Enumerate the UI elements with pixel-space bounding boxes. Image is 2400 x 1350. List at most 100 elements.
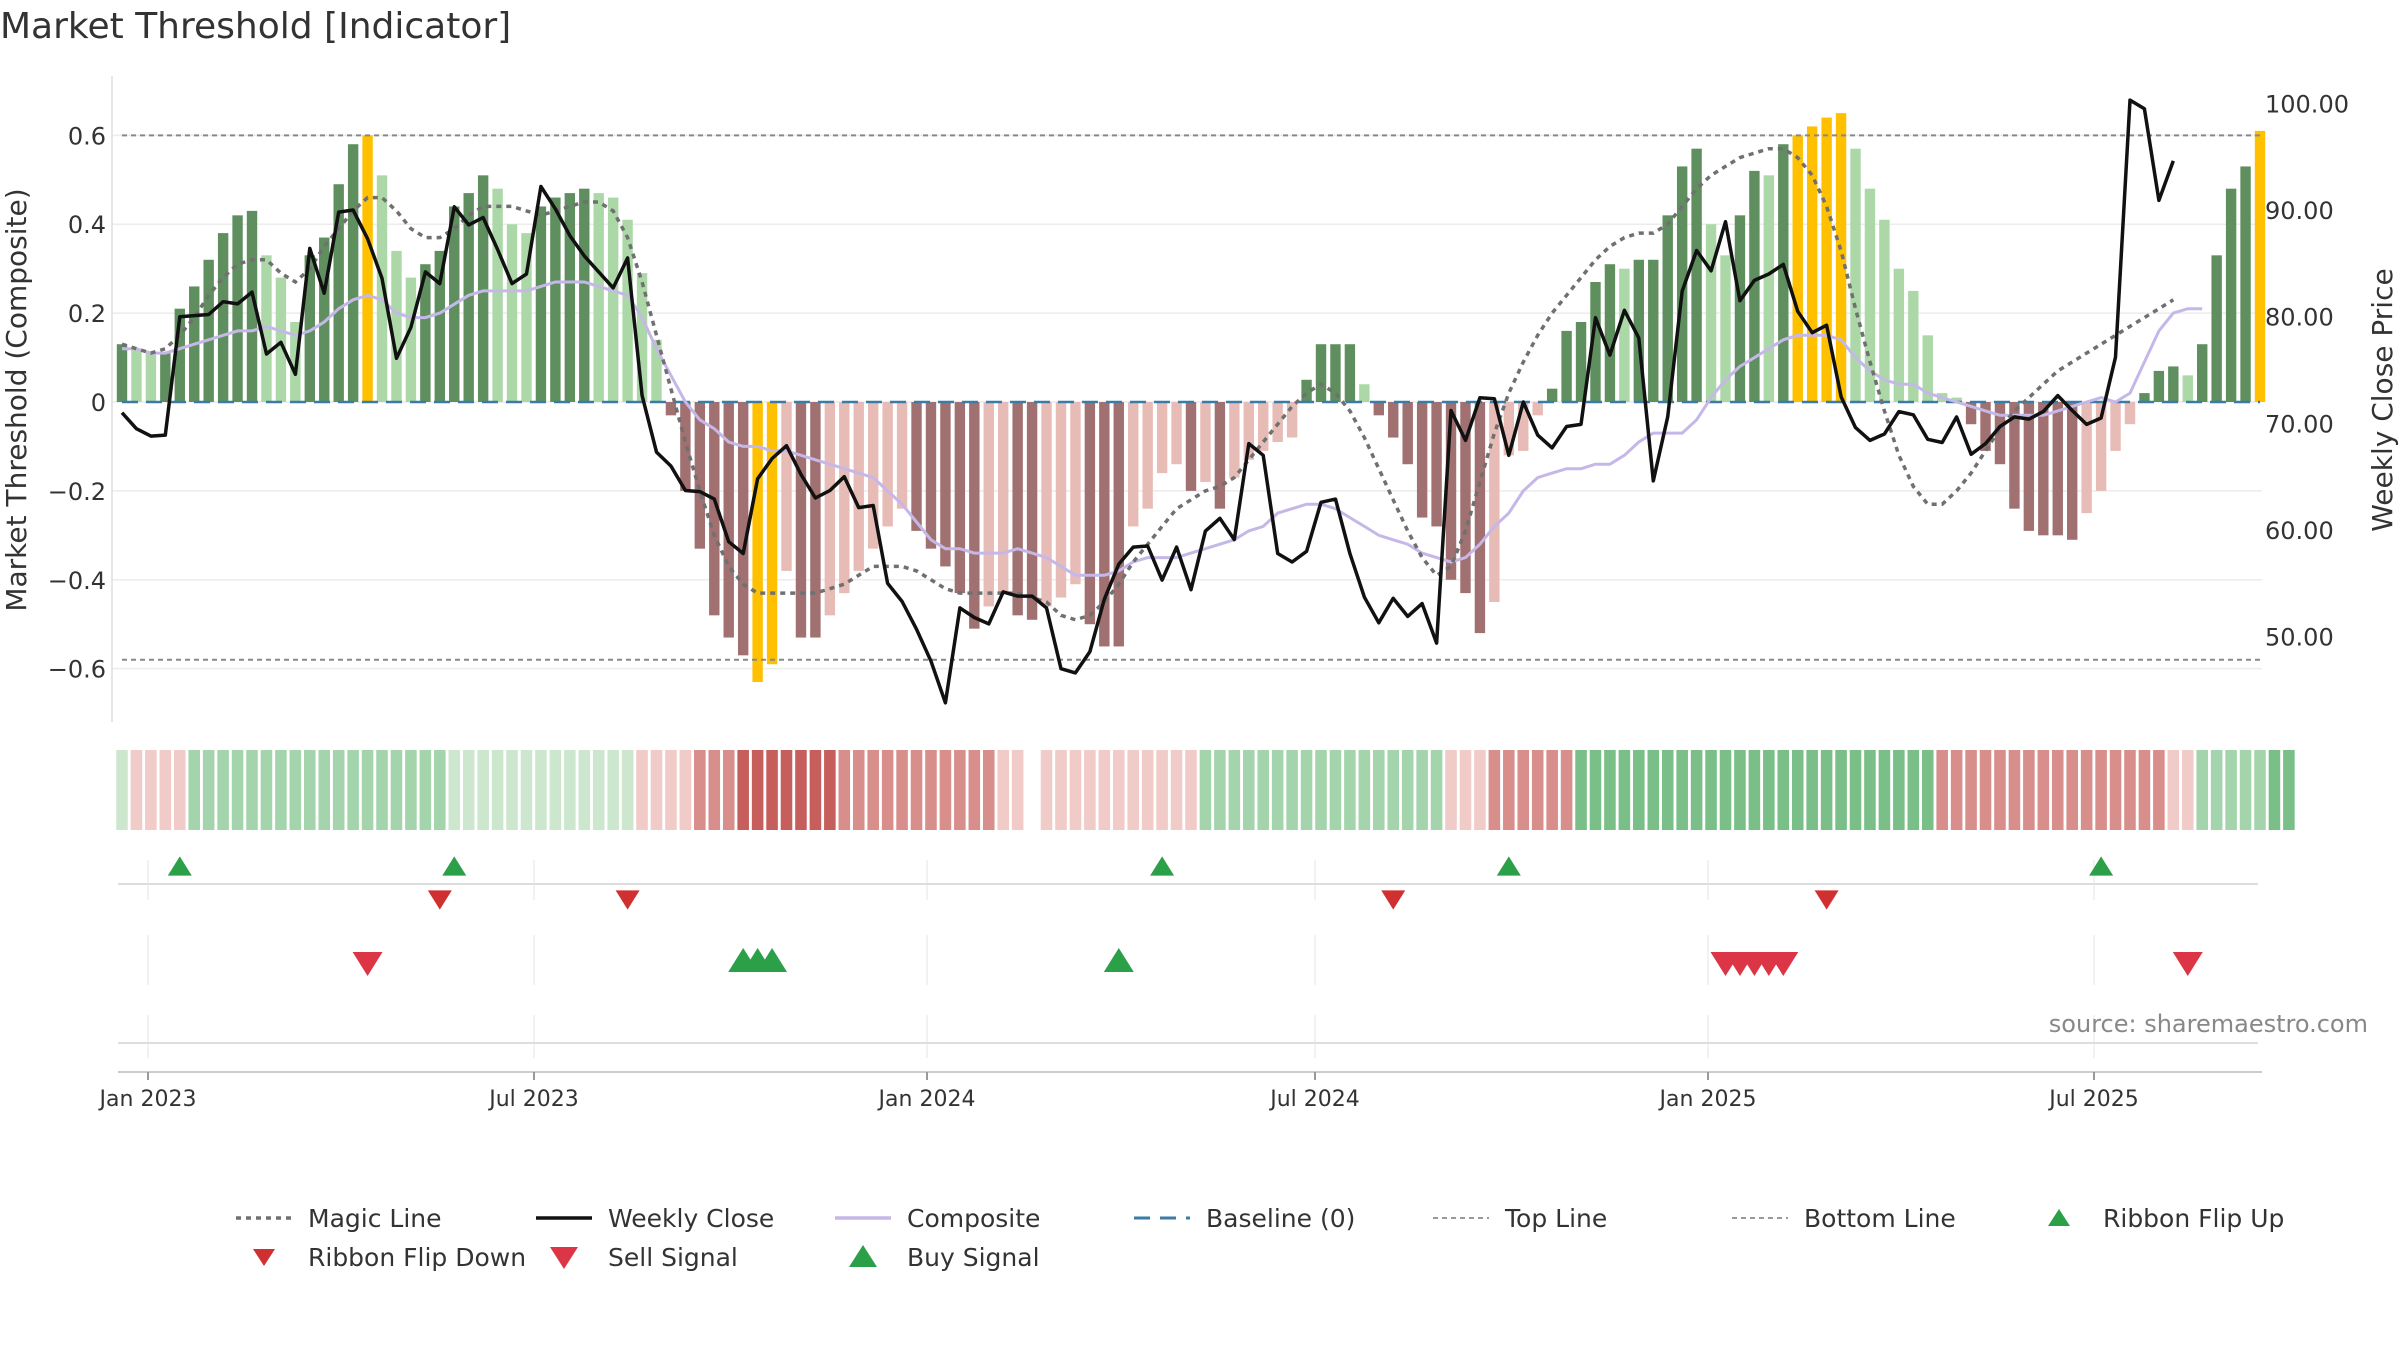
ribbon-cell: [419, 750, 432, 830]
composite-bar: [1821, 117, 1832, 403]
composite-bar: [2240, 166, 2251, 402]
ribbon-cell: [260, 750, 273, 830]
composite-bar: [925, 402, 937, 549]
ribbon-cell: [1676, 750, 1688, 830]
composite-bar: [362, 135, 373, 403]
ribbon-cell: [939, 750, 952, 830]
composite-bar: [405, 277, 417, 402]
ribbon-cell: [130, 750, 143, 830]
composite-bar: [607, 197, 619, 402]
composite-bar: [463, 193, 474, 402]
ribbon-cell: [795, 750, 807, 830]
composite-bar: [1489, 402, 1500, 602]
buy-signal-marker: [1103, 948, 1134, 972]
composite-bar: [1185, 402, 1197, 491]
ribbon-cell: [2153, 750, 2165, 830]
ribbon-cell: [1835, 750, 1847, 830]
source-note: source: sharemaestro.com: [2048, 1010, 2368, 1038]
ribbon-cell: [867, 750, 879, 830]
composite-bar: [1156, 402, 1168, 474]
composite-bar: [911, 402, 922, 531]
ribbon-cell: [2225, 750, 2237, 830]
ribbon-cell: [1474, 750, 1486, 830]
composite-bar: [636, 273, 648, 402]
ribbon-cell: [1040, 750, 1053, 830]
ribbon-cell: [1517, 750, 1530, 830]
composite-bar: [506, 224, 518, 402]
composite-bar: [160, 353, 171, 402]
legend-item: Composite: [835, 1204, 1040, 1233]
ribbon-cell: [361, 750, 374, 830]
legend-item: Magic Line: [236, 1204, 442, 1233]
composite-bar: [1084, 402, 1096, 625]
composite-bar: [261, 255, 272, 402]
ribbon-cell: [506, 750, 518, 830]
composite-bar: [2009, 402, 2020, 509]
ribbon-cell: [376, 750, 388, 830]
ribbon-cell: [2124, 750, 2136, 830]
composite-bar: [680, 402, 691, 491]
composite-bar: [1749, 170, 1760, 402]
composite-bar: [781, 402, 792, 571]
legend-item: Bottom Line: [1732, 1204, 1956, 1233]
composite-bar: [1055, 402, 1067, 598]
ribbon-cell: [1503, 750, 1515, 830]
ribbon-cell: [2037, 750, 2050, 830]
ribbon-cell: [1271, 750, 1284, 830]
composite-bar: [882, 402, 893, 527]
composite-bar: [1474, 402, 1486, 634]
composite-bar: [1633, 259, 1645, 402]
ribbon-cell: [1546, 750, 1558, 830]
y-tick-label-left: −0.6: [48, 656, 106, 684]
ribbon-cell: [1257, 750, 1270, 830]
ribbon-cell: [780, 750, 793, 830]
ribbon-cell: [564, 750, 576, 830]
composite-bar: [1619, 268, 1630, 402]
ribbon-cell: [1820, 750, 1833, 830]
legend-label: Baseline (0): [1206, 1204, 1355, 1233]
ribbon-cell: [1069, 750, 1082, 830]
ribbon-flip-down-marker: [1814, 890, 1839, 910]
ribbon-cell: [1661, 750, 1674, 830]
composite-bar: [246, 210, 258, 402]
ribbon-cell: [1618, 750, 1631, 830]
legend: Magic Line Weekly Close Composite Baseline …: [236, 1204, 2284, 1272]
composite-bar: [116, 344, 128, 402]
x-tick-label: Jul 2025: [2047, 1087, 2139, 1112]
ribbon-cell: [1329, 750, 1342, 830]
composite-bar: [752, 402, 763, 682]
composite-bar: [333, 184, 344, 402]
ribbon-cell: [1719, 750, 1732, 830]
composite-bar: [694, 402, 706, 549]
composite-bar: [1460, 402, 1471, 594]
composite-bar: [2023, 402, 2035, 531]
x-tick-label: Jan 2025: [1658, 1087, 1757, 1112]
composite-bar: [1532, 402, 1543, 416]
ribbon-cell: [1286, 750, 1298, 830]
composite-bar: [203, 259, 214, 402]
composite-bar: [1575, 322, 1587, 402]
composite-bar: [1026, 402, 1038, 620]
composite-bar: [2110, 402, 2121, 451]
ribbon-cell: [1921, 750, 1934, 830]
composite-bar: [477, 175, 489, 402]
composite-bar: [145, 353, 157, 402]
ribbon-cell: [1243, 750, 1255, 830]
ribbon-cell: [1965, 750, 1977, 830]
ribbon-flip-up-marker: [1150, 856, 1175, 876]
ribbon-cell: [116, 750, 128, 830]
composite-bar: [1041, 402, 1052, 607]
ribbon-flip-up-marker: [442, 856, 467, 876]
ribbon-cell: [1604, 750, 1616, 830]
y-tick-label-right: 80.00: [2265, 304, 2334, 332]
y-tick-label-right: 50.00: [2265, 624, 2334, 652]
ribbon-cell: [1055, 750, 1067, 830]
ribbon-cell: [751, 750, 764, 830]
ribbon-cell: [1416, 750, 1428, 830]
composite-bar: [1359, 384, 1370, 402]
ribbon-cell: [722, 750, 735, 830]
composite-bar: [2153, 370, 2165, 402]
ribbon-cell: [1791, 750, 1804, 830]
ribbon-cell: [1864, 750, 1876, 830]
composite-bar: [1214, 402, 1226, 509]
